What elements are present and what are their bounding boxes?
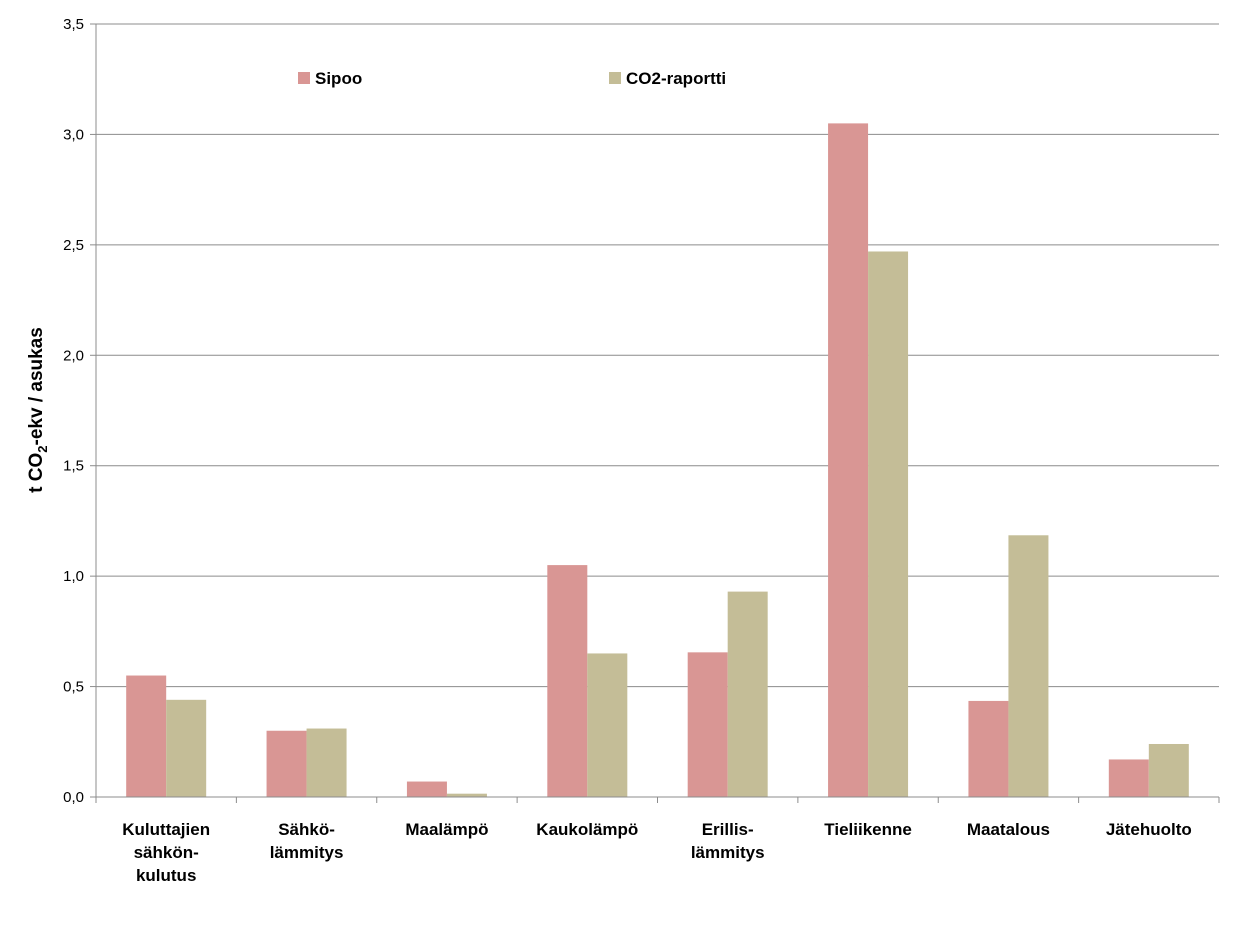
x-category-label: Kaukolämpö <box>536 820 638 839</box>
bar-co2-raportti <box>868 251 909 798</box>
x-category-label: Maalämpö <box>405 820 488 839</box>
bar-sipoo <box>126 675 167 797</box>
bar-co2-raportti <box>446 793 487 797</box>
bar-co2-raportti <box>306 728 347 797</box>
bar-sipoo <box>968 700 1009 797</box>
legend-swatch <box>609 72 621 84</box>
bar-sipoo <box>547 565 588 797</box>
bar-co2-raportti <box>166 699 207 797</box>
axes <box>95 24 1220 803</box>
x-category-labels: Kuluttajien sähkön-kulutus Sähkö-lämmitys M… <box>122 820 1192 885</box>
x-category-label: Tieliikenne <box>824 820 912 839</box>
legend-label: Sipoo <box>315 69 362 88</box>
y-tick-label: 3,5 <box>63 16 84 33</box>
legend-label: CO2-raportti <box>626 69 726 88</box>
bar-sipoo <box>687 652 728 797</box>
y-tick-label: 1,0 <box>63 568 84 585</box>
y-tick-label: 1,5 <box>63 458 84 475</box>
x-category-label: Erillis-lämmitys <box>691 820 765 862</box>
x-category-label: Maatalous <box>967 820 1050 839</box>
bar-sipoo <box>406 781 447 797</box>
y-tick-label: 0,5 <box>63 679 84 696</box>
bar-sipoo <box>1108 759 1149 797</box>
y-tick-labels: 0,0 0,5 1,0 1,5 2,0 2,5 3,0 3,5 <box>63 16 84 806</box>
bar-co2-raportti <box>1008 535 1049 797</box>
y-tick-label: 2,0 <box>63 347 84 364</box>
bar-sipoo <box>266 730 307 797</box>
legend: Sipoo CO2-raportti <box>298 69 726 88</box>
bar-sipoo <box>828 123 869 797</box>
y-tick-label: 2,5 <box>63 237 84 254</box>
bars <box>126 123 1189 798</box>
x-category-label: Kuluttajien sähkön-kulutus <box>122 820 210 885</box>
y-tick-label: 0,0 <box>63 789 84 806</box>
bar-co2-raportti <box>727 591 768 797</box>
bar-co2-raportti <box>587 653 628 797</box>
gridlines <box>90 23 1219 798</box>
x-category-label: Jätehuolto <box>1106 820 1192 839</box>
y-tick-label: 3,0 <box>63 126 84 143</box>
bar-co2-raportti <box>1148 743 1189 797</box>
legend-swatch <box>298 72 310 84</box>
y-axis-label: t CO2-ekv / asukas <box>26 327 50 493</box>
x-category-label: Sähkö-lämmitys <box>270 820 344 862</box>
